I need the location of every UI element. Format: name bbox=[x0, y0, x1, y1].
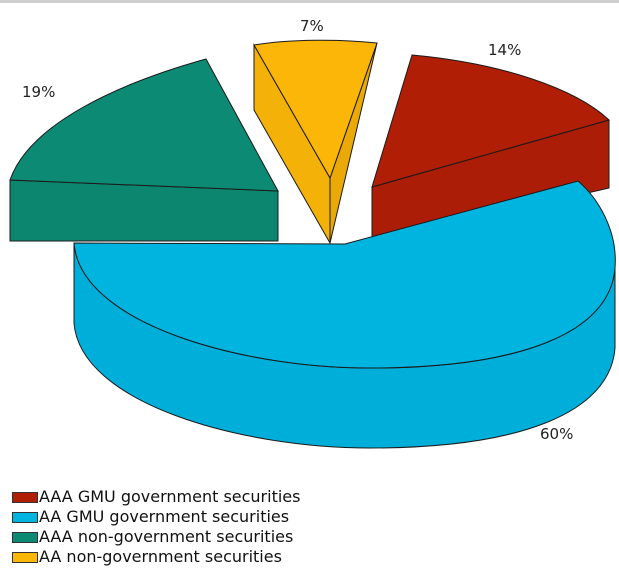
slice-aaa-non-government bbox=[9, 58, 279, 242]
slice-label-aa-gmu-government: 60% bbox=[540, 425, 573, 443]
legend-label: AA GMU government securities bbox=[39, 507, 290, 526]
slice-label-aa-non-government: 7% bbox=[300, 17, 324, 35]
legend-item-aaa-non-government: AAA non-government securities bbox=[12, 527, 300, 547]
legend-item-aa-non-government: AA non-government securities bbox=[12, 547, 300, 567]
slice-label-aaa-gmu-government: 14% bbox=[488, 41, 521, 59]
legend-item-aa-gmu-government: AA GMU government securities bbox=[12, 507, 300, 527]
legend-label: AAA non-government securities bbox=[39, 527, 294, 546]
pie-chart: 7% 14% 19% 60% bbox=[9, 17, 616, 449]
slice-aaa-gmu-government bbox=[371, 54, 610, 244]
chart-legend: AAA GMU government securities AA GMU gov… bbox=[12, 487, 300, 567]
legend-swatch bbox=[12, 551, 38, 563]
legend-item-aaa-gmu-government: AAA GMU government securities bbox=[12, 487, 300, 507]
slice-aa-non-government bbox=[253, 39, 378, 245]
legend-swatch bbox=[12, 491, 38, 503]
legend-label: AA non-government securities bbox=[39, 547, 282, 566]
legend-swatch bbox=[12, 511, 38, 523]
slice-label-aaa-non-government: 19% bbox=[22, 83, 55, 101]
legend-swatch bbox=[12, 531, 38, 543]
slice-aa-gmu-government bbox=[73, 180, 616, 449]
legend-label: AAA GMU government securities bbox=[39, 487, 301, 506]
